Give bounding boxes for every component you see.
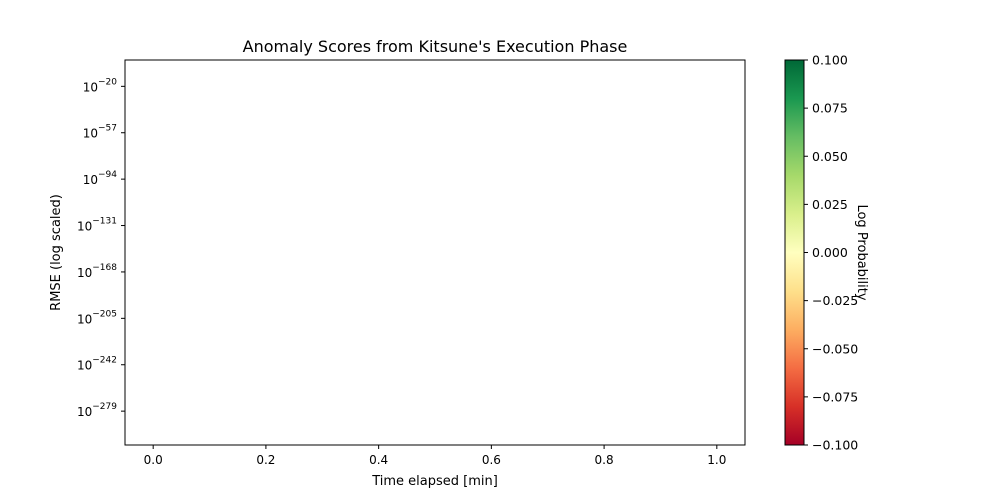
colorbar-tick-label: −0.100 [812, 438, 858, 453]
x-tick-label: 1.0 [707, 453, 726, 467]
y-axis-label: RMSE (log scaled) [49, 194, 64, 311]
plot-frame [124, 59, 746, 446]
colorbar-tick-label: −0.050 [812, 341, 858, 356]
y-tick-label: 10−279 [77, 402, 117, 419]
x-tick-label: 0.0 [144, 453, 163, 467]
y-tick-label: 10−57 [83, 124, 117, 141]
x-tick-label: 0.6 [482, 453, 501, 467]
y-tick-exponent: −242 [92, 356, 117, 366]
x-axis-label: Time elapsed [min] [371, 474, 498, 489]
y-tick-label: 10−94 [83, 170, 118, 187]
y-tick-base: 10 [77, 359, 92, 373]
x-tick-label: 0.8 [595, 453, 614, 467]
colorbar-ticks: 0.100 0.075 0.050 0.025 0.000 −0.025 −0.050 −0.… [804, 53, 858, 453]
colorbar-tick-label: 0.025 [812, 197, 848, 212]
y-tick-exponent: −131 [92, 217, 117, 227]
x-tick-label: 0.4 [369, 453, 388, 467]
y-tick-label: 10−242 [77, 356, 117, 373]
y-tick-exponent: −205 [92, 309, 117, 319]
y-tick-exponent: −57 [98, 124, 117, 134]
y-tick-base: 10 [77, 405, 92, 419]
y-tick-label: 10−20 [83, 77, 118, 94]
colorbar-label: Log Probability [854, 204, 869, 300]
plot-area [124, 59, 746, 446]
colorbar-tick-label: 0.050 [812, 149, 848, 164]
y-tick-base: 10 [83, 173, 98, 187]
x-axis: 0.0 0.2 0.4 0.6 0.8 1.0 [144, 445, 726, 467]
y-tick-exponent: −279 [92, 402, 117, 412]
colorbar-tick-label: −0.025 [812, 293, 858, 308]
y-tick-exponent: −94 [98, 170, 117, 180]
colorbar-tick-label: 0.075 [812, 101, 848, 116]
chart-title: Anomaly Scores from Kitsune's Execution … [243, 37, 628, 56]
y-tick-base: 10 [83, 80, 98, 94]
colorbar-tick-label: −0.075 [812, 389, 858, 404]
y-axis: 10−2010−5710−9410−13110−16810−20510−2421… [77, 77, 125, 419]
y-tick-base: 10 [83, 127, 98, 141]
y-tick-base: 10 [77, 220, 92, 234]
colorbar-tick-label: 0.000 [812, 245, 848, 260]
y-tick-base: 10 [77, 312, 92, 326]
y-tick-base: 10 [77, 266, 92, 280]
x-tick-label: 0.2 [256, 453, 275, 467]
y-tick-label: 10−205 [77, 309, 117, 326]
y-tick-exponent: −168 [92, 263, 117, 273]
colorbar: 0.100 0.075 0.050 0.025 0.000 −0.025 −0.050 −0.… [784, 53, 869, 453]
colorbar-tick-label: 0.100 [812, 53, 848, 68]
colorbar-gradient [785, 60, 804, 445]
y-tick-label: 10−168 [77, 263, 117, 280]
y-tick-label: 10−131 [77, 217, 117, 234]
y-tick-exponent: −20 [98, 77, 117, 87]
